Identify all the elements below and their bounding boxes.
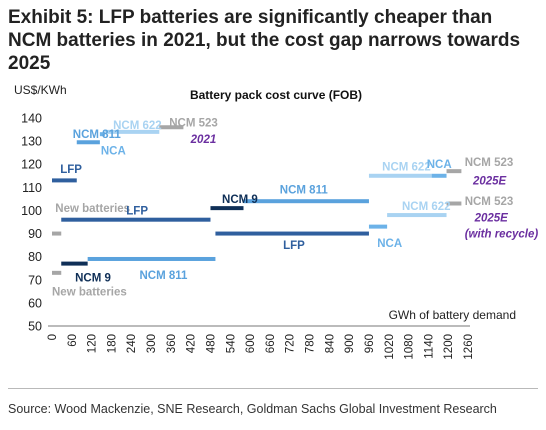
x-axis-label: GWh of battery demand	[389, 308, 516, 322]
series-annotation: 2021	[190, 134, 217, 146]
series-annotation: NCA	[427, 159, 452, 171]
y-tick-label: 100	[21, 204, 42, 218]
cost-segment	[87, 256, 216, 261]
series-annotation: NCM 622	[113, 120, 162, 132]
x-tick-label: 1200	[443, 334, 455, 360]
series-annotation: New batteries	[55, 203, 130, 215]
x-tick-label: 840	[324, 334, 336, 353]
source-divider	[8, 388, 538, 389]
series-annotation: NCA	[101, 145, 126, 157]
x-tick-label: 180	[106, 334, 118, 353]
x-tick-label: 0	[47, 334, 59, 340]
cost-segment	[159, 125, 184, 130]
chart-axes: 50 60 70 80 90 100 110 120 130 140 0 60 120 180 240 300…	[21, 112, 475, 360]
y-axis-unit-label: US$/KWh	[14, 83, 67, 97]
y-tick-label: 90	[28, 227, 42, 241]
cost-segment	[52, 270, 62, 275]
x-tick-label: 660	[265, 334, 277, 353]
cost-segment	[387, 213, 447, 218]
x-tick-label: 420	[186, 334, 198, 353]
x-tick-label: 540	[225, 334, 237, 353]
series-annotation: NCM 811	[73, 129, 122, 141]
series-annotation: NCM 523	[465, 157, 514, 169]
cost-segment	[215, 231, 369, 236]
battery-cost-chart: US$/KWh Battery pack cost curve (FOB) GW…	[14, 83, 538, 360]
x-tick-label: 480	[205, 334, 217, 353]
y-tick-label: 110	[22, 181, 42, 195]
cost-segment	[431, 173, 447, 178]
series-annotation: NCM 9	[222, 194, 258, 206]
series-annotation: 2025E	[472, 175, 507, 187]
y-tick-label: 80	[28, 250, 42, 264]
x-tick-label: 120	[87, 334, 99, 353]
x-tick-label: 1080	[404, 334, 416, 360]
cost-segment	[76, 140, 100, 145]
series-annotation: NCM 622	[382, 162, 431, 174]
series-annotation: LFP	[283, 240, 305, 252]
cost-segment	[61, 261, 88, 266]
y-tick-label: 120	[21, 158, 42, 172]
series-annotation: LFP	[60, 164, 82, 176]
x-tick-label: 360	[166, 334, 178, 353]
x-tick-label: 600	[245, 334, 257, 353]
series-annotation: (with recycle)	[465, 229, 539, 241]
chart-segments	[52, 125, 462, 275]
x-tick-label: 1140	[423, 334, 435, 359]
cost-segment	[210, 206, 244, 211]
exhibit-title: Exhibit 5: LFP batteries are significant…	[8, 7, 521, 74]
series-annotation: NCM 811	[280, 185, 329, 197]
series-annotation: New batteries	[52, 286, 127, 298]
x-tick-label: 240	[126, 334, 138, 353]
cost-segment	[61, 217, 211, 222]
source-note: Source: Wood Mackenzie, SNE Research, Go…	[8, 402, 497, 416]
series-annotation: NCM 9	[75, 272, 111, 284]
y-tick-label: 70	[28, 273, 42, 287]
cost-segment	[52, 231, 62, 236]
cost-segment	[243, 199, 369, 204]
x-tick-label: 720	[285, 334, 297, 353]
cost-segment	[446, 201, 462, 206]
series-annotation: NCM 523	[169, 118, 218, 130]
y-tick-label: 60	[28, 296, 42, 310]
series-annotation: NCA	[377, 238, 402, 250]
cost-segment	[99, 132, 105, 137]
chart-title: Battery pack cost curve (FOB)	[190, 88, 362, 102]
cost-segment	[368, 224, 388, 229]
series-annotation: NCM 622	[402, 201, 451, 213]
y-tick-label: 130	[21, 135, 42, 149]
series-annotation: LFP	[126, 205, 148, 217]
x-tick-label: 900	[344, 334, 356, 353]
x-tick-label: 780	[305, 334, 317, 353]
x-tick-label: 1020	[384, 334, 396, 360]
cost-segment	[52, 178, 77, 183]
series-annotation: 2025E	[474, 212, 509, 224]
y-tick-label: 140	[21, 112, 42, 126]
x-tick-label: 1260	[463, 334, 475, 360]
y-tick-label: 50	[28, 320, 42, 334]
x-tick-label: 960	[364, 334, 376, 353]
x-tick-label: 60	[67, 334, 79, 347]
series-annotation: NCM 811	[139, 270, 188, 282]
series-annotation: NCM 523	[465, 196, 514, 208]
cost-segment	[446, 169, 462, 174]
cost-segment	[368, 173, 432, 178]
x-tick-label: 300	[146, 334, 158, 353]
cost-segment	[104, 129, 160, 134]
